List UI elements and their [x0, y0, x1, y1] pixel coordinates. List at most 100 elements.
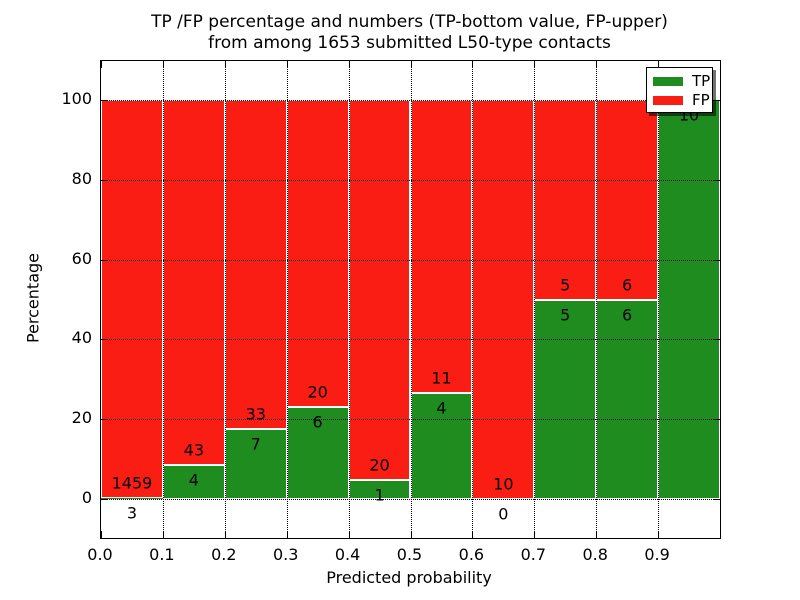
bar-fp-segment — [101, 100, 163, 499]
gridline-horizontal — [101, 419, 720, 421]
y-tick-mark — [101, 339, 108, 341]
chart-title-line1: TP /FP percentage and numbers (TP-bottom… — [151, 12, 668, 32]
bar-fp-count: 11 — [431, 368, 452, 388]
x-tick-label: 0.9 — [644, 545, 670, 564]
x-tick-mark — [472, 531, 474, 538]
bar-tp-count: 6 — [312, 412, 323, 432]
bar-fp-segment — [162, 100, 225, 466]
y-tick-mark — [713, 499, 720, 500]
x-tick-mark — [101, 61, 102, 68]
chart-title-line2: from among 1653 submitted L50-type conta… — [208, 33, 611, 53]
gridline-vertical — [348, 61, 350, 538]
x-tick-label: 0.2 — [211, 545, 237, 564]
legend-label-tp: TP — [692, 72, 711, 90]
y-tick-mark — [713, 259, 720, 261]
bar-tp-count: 7 — [250, 434, 261, 454]
bar-tp-count: 3 — [126, 503, 138, 523]
y-tick-label: 80 — [71, 168, 92, 188]
gridline-horizontal — [101, 259, 720, 261]
chart-title: TP /FP percentage and numbers (TP-bottom… — [100, 12, 719, 54]
x-tick-mark — [658, 531, 660, 538]
bar-fp-segment — [596, 100, 659, 300]
bar-tp-segment — [224, 429, 287, 499]
legend: TP FP — [646, 67, 713, 113]
y-tick-mark — [713, 100, 720, 101]
x-tick-mark — [348, 531, 350, 538]
bar-fp-segment — [286, 100, 349, 407]
y-tick-label: 100 — [61, 89, 92, 108]
bar-tp-count: 1 — [374, 485, 385, 505]
gridline-vertical — [596, 61, 598, 538]
y-tick-label: 40 — [71, 328, 92, 348]
x-tick-mark — [224, 531, 226, 538]
bar-tp-count: 4 — [188, 470, 199, 490]
legend-swatch-tp-icon — [653, 77, 683, 86]
gridline-vertical — [472, 61, 474, 538]
gridline-horizontal — [101, 499, 720, 500]
y-tick-label: 60 — [71, 248, 92, 268]
x-tick-label: 0.0 — [87, 545, 113, 564]
legend-label-fp: FP — [692, 91, 710, 109]
x-tick-label: 0.3 — [272, 545, 299, 564]
bar-tp-segment — [534, 299, 597, 499]
bar-fp-count: 20 — [369, 455, 390, 475]
legend-row-fp: FP — [647, 91, 712, 110]
gridline-vertical — [286, 61, 288, 538]
bar-fp-segment — [472, 100, 535, 499]
bar-fp-count: 33 — [245, 404, 266, 424]
gridline-horizontal — [101, 179, 720, 181]
bar-tp-count: 5 — [560, 305, 571, 324]
bar-tp-count: 4 — [436, 398, 447, 418]
bar-fp-count: 6 — [622, 275, 633, 294]
y-tick-mark — [101, 100, 108, 101]
y-tick-mark — [101, 499, 108, 500]
bar-tp-segment — [101, 498, 163, 499]
x-tick-label: 0.7 — [520, 545, 547, 564]
gridline-horizontal — [101, 339, 720, 341]
x-tick-mark — [162, 61, 164, 68]
x-tick-label: 0.1 — [149, 545, 175, 564]
y-tick-mark — [101, 419, 108, 421]
bar-tp-segment — [658, 100, 720, 499]
x-tick-mark — [472, 61, 474, 68]
bar-tp-count: 6 — [622, 305, 633, 324]
x-tick-label: 0.6 — [458, 545, 485, 564]
y-tick-mark — [713, 419, 720, 421]
x-tick-mark — [101, 531, 102, 538]
bar-fp-count: 5 — [560, 275, 571, 294]
x-tick-mark — [162, 531, 164, 538]
bar-fp-count: 1459 — [111, 473, 153, 493]
legend-row-tp: TP — [647, 72, 712, 91]
x-tick-label: 0.8 — [582, 545, 608, 564]
x-tick-label: 0.4 — [334, 545, 361, 564]
bar-fp-count: 43 — [183, 440, 205, 460]
x-tick-label: 0.5 — [396, 545, 423, 564]
gridline-vertical — [658, 61, 660, 538]
y-tick-label: 20 — [71, 408, 92, 428]
bar-fp-segment — [348, 100, 411, 480]
x-tick-mark — [658, 61, 660, 68]
gridline-vertical — [534, 61, 536, 538]
x-tick-mark — [596, 61, 598, 68]
bar-tp-segment — [596, 299, 659, 499]
x-tick-mark — [410, 531, 412, 538]
bar-tp-count: 0 — [498, 504, 509, 524]
x-tick-mark — [286, 531, 288, 538]
gridline-vertical — [410, 61, 412, 538]
bar-fp-count: 10 — [493, 474, 514, 494]
gridline-vertical — [162, 61, 164, 538]
bar-tp-segment — [286, 406, 349, 499]
x-tick-mark — [224, 61, 226, 68]
bar-fp-count: 20 — [307, 382, 328, 402]
y-tick-label: 0 — [81, 488, 92, 507]
x-tick-mark — [596, 531, 598, 538]
x-tick-mark — [410, 61, 412, 68]
x-tick-mark — [348, 61, 350, 68]
y-tick-mark — [101, 179, 108, 181]
bar-tp-segment — [410, 392, 473, 499]
bar-fp-segment — [410, 100, 473, 393]
gridline-vertical — [224, 61, 226, 538]
x-axis-label: Predicted probability — [326, 568, 492, 587]
y-tick-mark — [713, 339, 720, 341]
